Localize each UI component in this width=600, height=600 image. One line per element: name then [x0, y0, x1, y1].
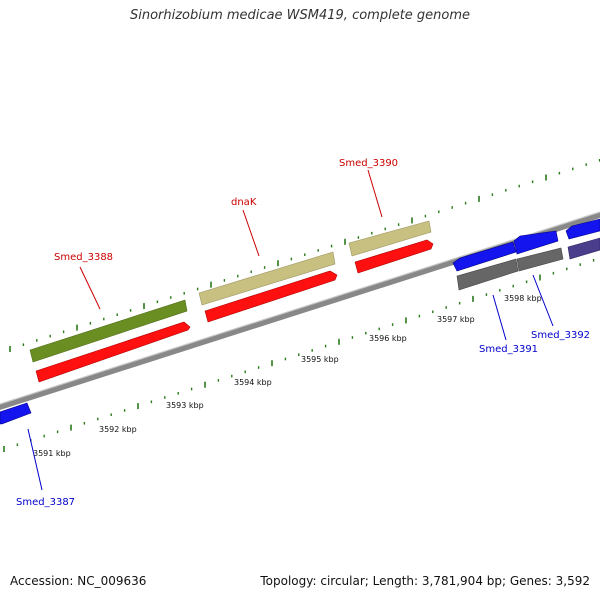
gene-smed-3390[interactable] — [348, 220, 432, 257]
backbone-line — [0, 212, 600, 410]
gene-label-smed-3388[interactable]: Smed_3388 — [54, 252, 113, 263]
kbp-label: 3591 kbp — [33, 449, 71, 458]
leader-smed-3390 — [367, 169, 383, 218]
gene-smed-3388[interactable] — [29, 299, 188, 363]
gene-label-smed-3392[interactable]: Smed_3392 — [531, 330, 590, 341]
gene-label-smed-3387[interactable]: Smed_3387 — [16, 497, 75, 508]
backbone-highlight — [0, 211, 600, 405]
kbp-label: 3592 kbp — [99, 425, 137, 434]
gene-smed-3392[interactable] — [516, 247, 564, 272]
features — [0, 218, 600, 425]
kbp-label: 3596 kbp — [369, 334, 407, 343]
kbp-label: 3593 kbp — [166, 401, 204, 410]
leader-lines — [27, 169, 554, 491]
cds-smed-3388[interactable] — [35, 321, 191, 383]
cds-dnak[interactable] — [204, 270, 338, 323]
cds-smed-3387[interactable] — [0, 402, 32, 425]
cds-smed-3392[interactable] — [513, 230, 559, 255]
tick-marks — [3, 159, 600, 452]
gene-next[interactable] — [567, 237, 600, 260]
gene-label-smed-3390[interactable]: Smed_3390 — [339, 158, 398, 169]
kbp-label: 3595 kbp — [301, 355, 339, 364]
cds-smed-3391[interactable] — [452, 241, 517, 272]
gene-label-dnak[interactable]: dnaK — [231, 197, 257, 208]
gene-smed-3391[interactable] — [456, 258, 519, 291]
leader-dnak — [242, 209, 260, 257]
gene-label-smed-3391[interactable]: Smed_3391 — [479, 344, 538, 355]
gene-dnak[interactable] — [198, 251, 336, 306]
leader-smed-3392 — [532, 274, 554, 327]
kbp-label: 3598 kbp — [504, 294, 542, 303]
leader-smed-3388 — [79, 266, 101, 310]
accession-text: Accession: NC_009636 — [10, 574, 147, 588]
kbp-label: 3594 kbp — [234, 378, 272, 387]
kbp-labels: 3591 kbp 3592 kbp 3593 kbp 3594 kbp 3595… — [33, 294, 542, 458]
cds-next[interactable] — [565, 218, 600, 240]
genome-backbone — [0, 211, 600, 410]
leader-smed-3391 — [492, 294, 507, 341]
leader-smed-3387 — [27, 428, 43, 491]
topology-summary: Topology: circular; Length: 3,781,904 bp… — [260, 574, 590, 588]
gene-labels: Smed_3388 dnaK Smed_3390 Smed_3387 Smed_… — [16, 158, 590, 508]
map-title: Sinorhizobium medicae WSM419, complete g… — [129, 8, 471, 23]
kbp-label: 3597 kbp — [437, 315, 475, 324]
cds-smed-3390[interactable] — [354, 239, 434, 274]
